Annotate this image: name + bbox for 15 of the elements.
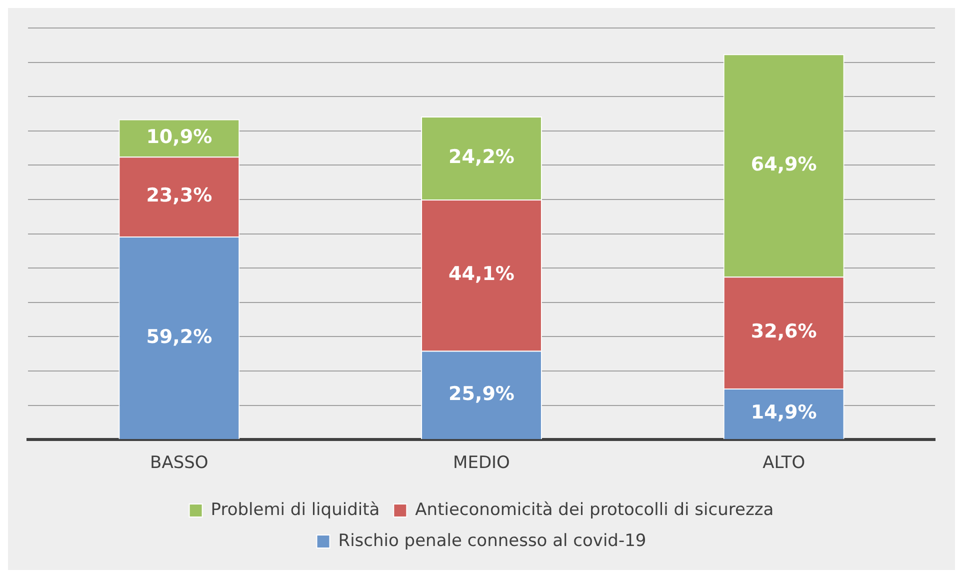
data-label: 14,9% xyxy=(750,402,817,424)
data-label: 59,2% xyxy=(146,326,212,348)
x-tick-label: BASSO xyxy=(150,453,208,474)
data-label: 44,1% xyxy=(448,263,514,286)
x-tick-label: ALTO xyxy=(762,453,806,474)
legend-label: Rischio penale connesso al covid-19 xyxy=(338,530,646,551)
legend-label: Antieconomicità dei protocolli di sicurezza xyxy=(415,500,774,520)
data-label: 32,6% xyxy=(750,320,817,343)
data-label: 25,9% xyxy=(448,382,514,405)
data-label: 10,9% xyxy=(146,126,212,148)
data-label: 24,2% xyxy=(448,146,514,168)
x-tick-label: MEDIO xyxy=(453,453,510,474)
data-label: 23,3% xyxy=(146,184,212,207)
legend-label: Problemi di liquidità xyxy=(210,500,380,520)
data-label: 64,9% xyxy=(750,153,817,176)
